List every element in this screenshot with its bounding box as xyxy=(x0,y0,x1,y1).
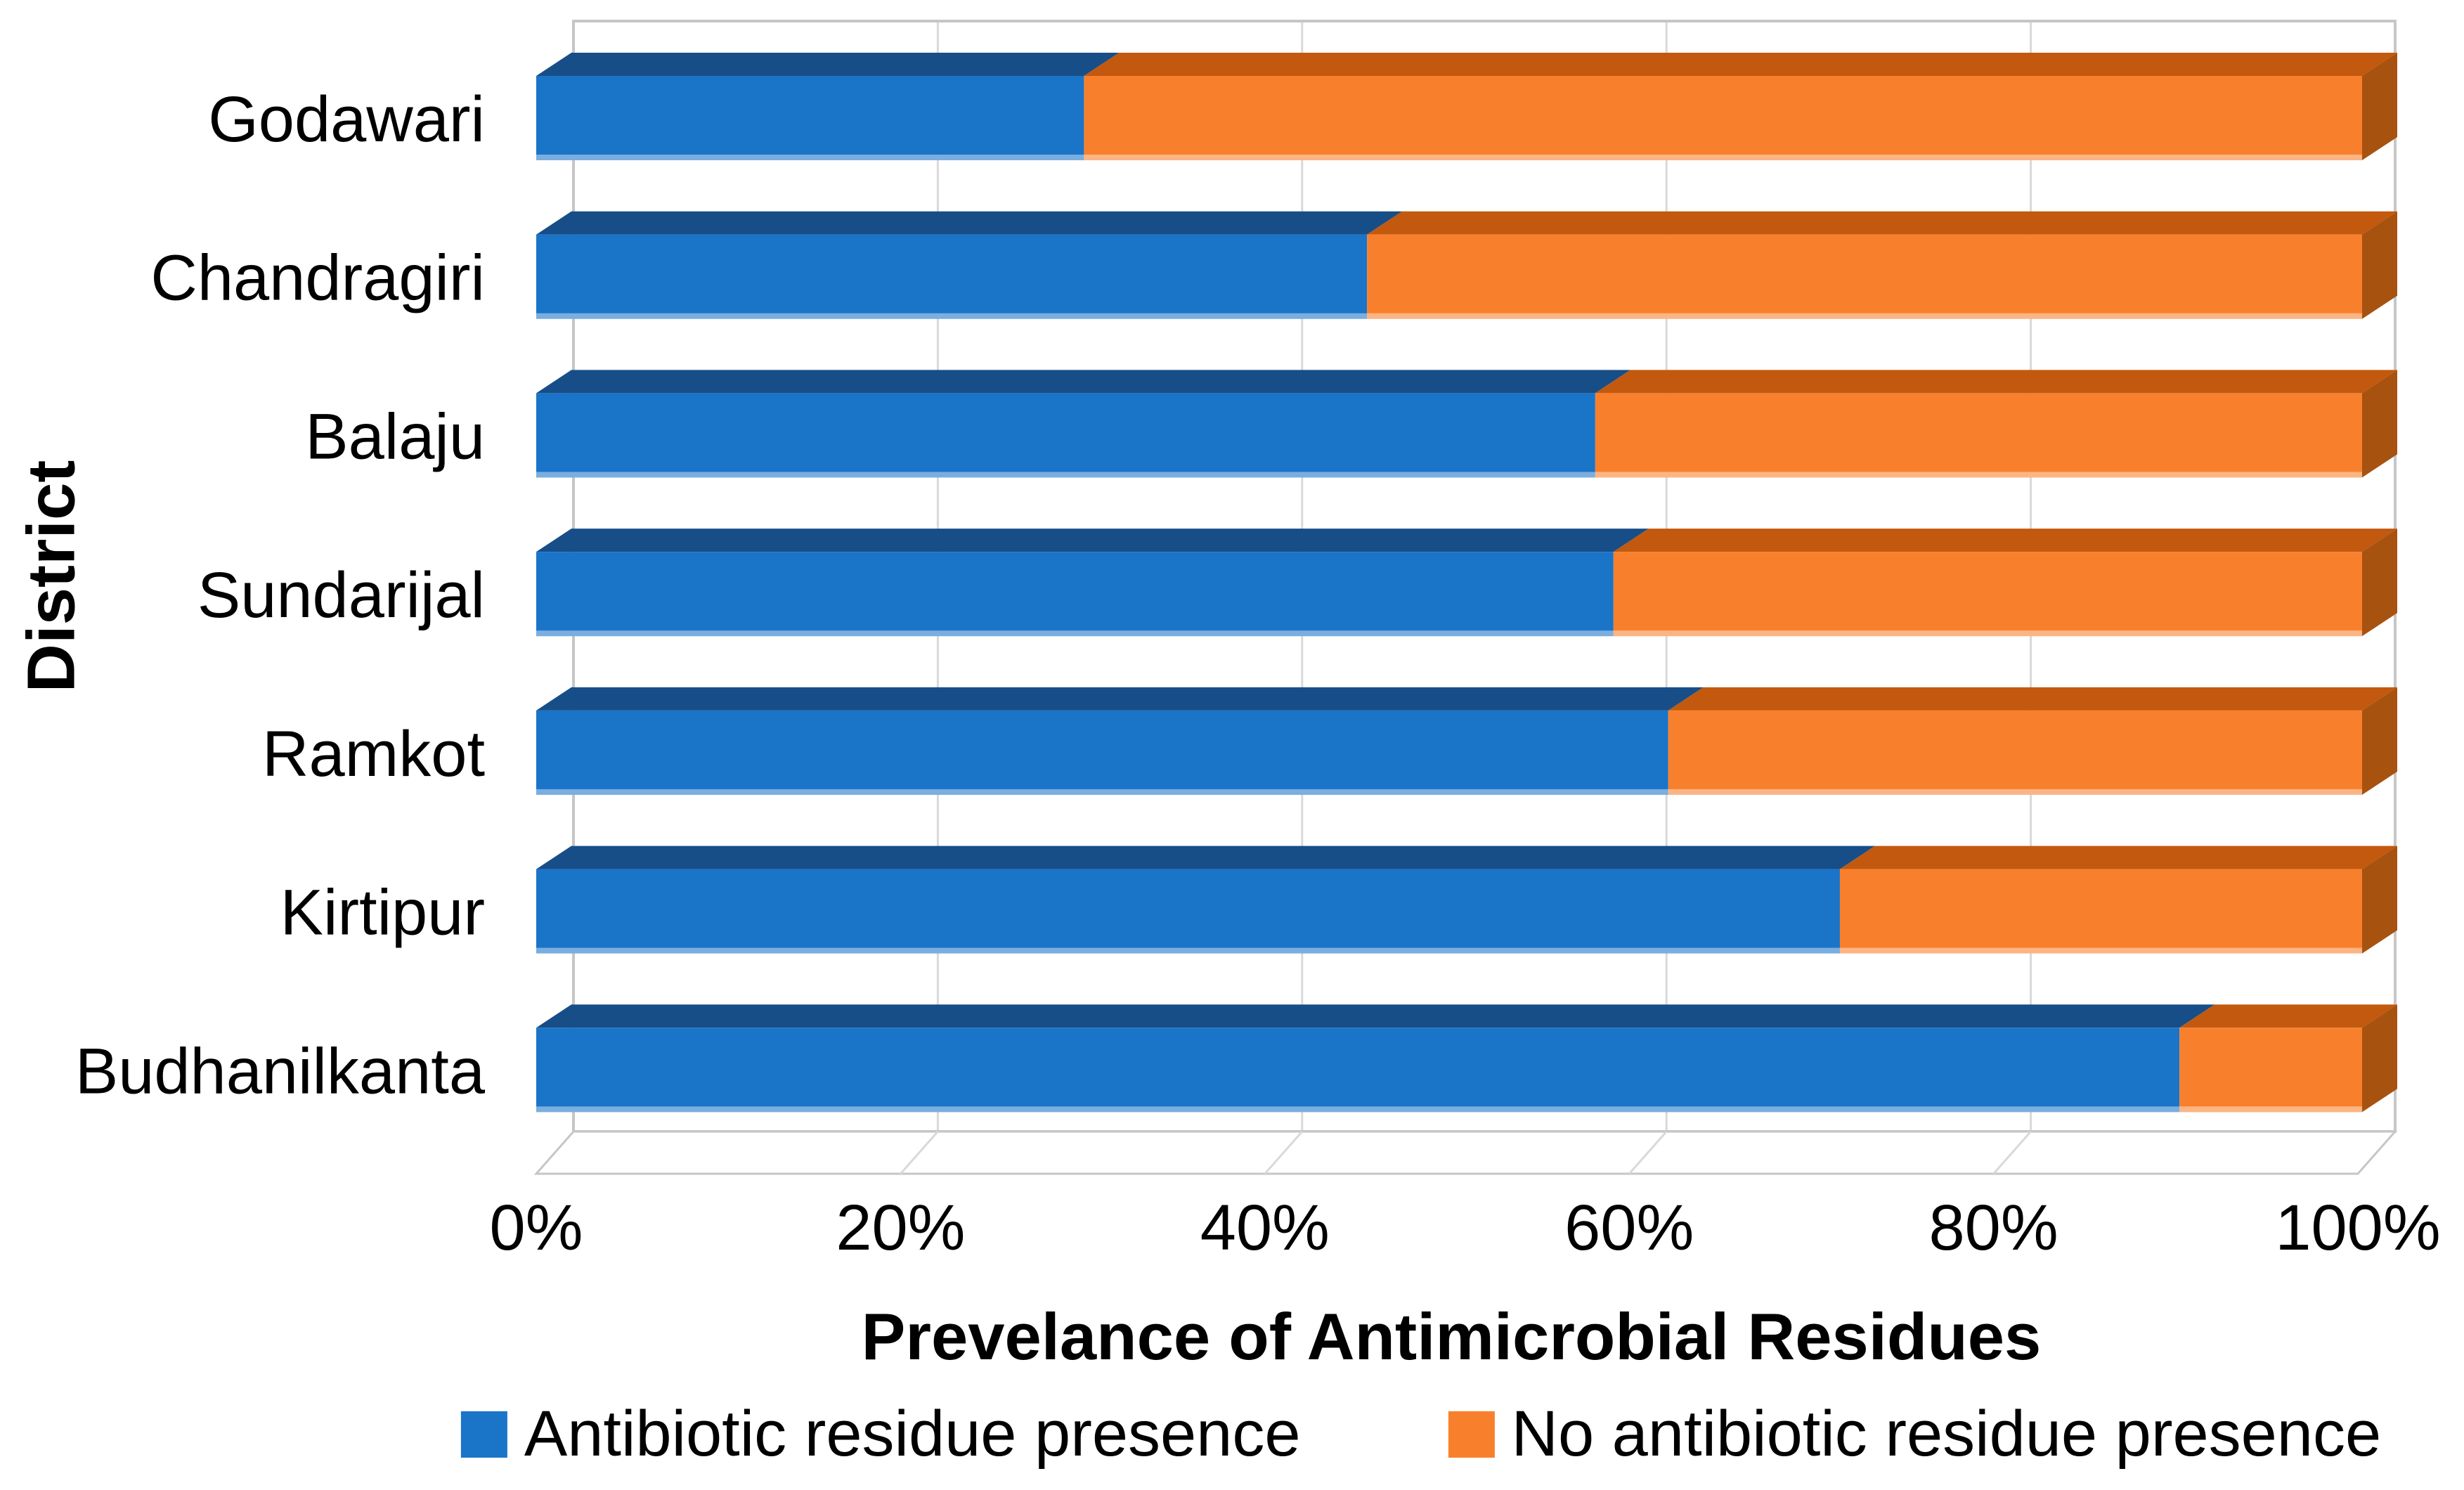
bar-end-cap xyxy=(2362,53,2397,160)
floor-gridline xyxy=(1264,1131,1303,1174)
bar-segment-no-antibiotic-residue xyxy=(1668,710,2362,795)
bar-top-face-orange xyxy=(1595,370,2397,394)
y-axis-title-text: District xyxy=(13,460,89,693)
bar-bottom-bevel xyxy=(536,1106,2362,1113)
bar-segment-no-antibiotic-residue xyxy=(1595,393,2362,478)
bar-top-face-blue xyxy=(536,529,1649,552)
legend-marker-antibiotic-residue-icon xyxy=(460,1411,507,1458)
bar-top-face-blue xyxy=(536,1004,2215,1028)
bar-top-face-orange xyxy=(1367,211,2397,235)
bar-end-cap xyxy=(2362,1004,2397,1113)
bar-top-face-blue xyxy=(536,846,1875,869)
category-label: Godawari xyxy=(208,84,485,155)
bar-segment-no-antibiotic-residue xyxy=(2179,1028,2362,1113)
bar-bottom-bevel xyxy=(536,313,2362,319)
x-tick-label: 80% xyxy=(1929,1192,2058,1264)
bar-end-cap xyxy=(2362,370,2397,478)
category-label: Sundarijal xyxy=(197,559,485,631)
bar-top-face-orange xyxy=(2179,1004,2397,1028)
bar-segment-antibiotic-residue xyxy=(536,76,1084,160)
category-label: Chandragiri xyxy=(150,242,485,314)
bar-bottom-bevel xyxy=(536,630,2362,637)
bar-segment-antibiotic-residue xyxy=(536,393,1595,478)
bar-segment-antibiotic-residue xyxy=(536,710,1668,795)
x-tick-label: 60% xyxy=(1564,1192,1694,1264)
plot-floor xyxy=(533,1130,2398,1175)
bar-segment-antibiotic-residue xyxy=(536,552,1614,637)
bar-top-face-blue xyxy=(536,211,1403,235)
floor-gridline xyxy=(1992,1131,2032,1174)
bar-segment-no-antibiotic-residue xyxy=(1084,76,2362,160)
bar-segment-antibiotic-residue xyxy=(536,869,1840,954)
bar-segment-antibiotic-residue xyxy=(536,234,1368,319)
bar-end-cap xyxy=(2362,846,2397,954)
bar-top-face-orange xyxy=(1839,846,2397,869)
y-axis-title: District xyxy=(6,21,97,1132)
category-label: Balaju xyxy=(305,401,485,472)
bar-bottom-bevel xyxy=(536,947,2362,954)
bar-end-cap xyxy=(2362,687,2397,795)
bar-top-face-blue xyxy=(536,53,1120,76)
bar-top-face-blue xyxy=(536,370,1630,394)
legend-item-antibiotic-residue: Antibiotic residue presence xyxy=(460,1397,1301,1471)
x-tick-label: 0% xyxy=(490,1192,583,1264)
bar-top-face-orange xyxy=(1668,687,2397,711)
bar-top-face-blue xyxy=(536,687,1704,711)
category-label: Kirtipur xyxy=(280,877,485,949)
legend-label-antibiotic-residue: Antibiotic residue presence xyxy=(524,1398,1301,1470)
bar-segment-no-antibiotic-residue xyxy=(1839,869,2362,954)
bar-end-cap xyxy=(2362,529,2397,637)
floor-gridline xyxy=(900,1131,939,1174)
x-tick-label: 20% xyxy=(836,1192,965,1264)
bar-top-face-orange xyxy=(1613,529,2397,552)
legend-marker-no-antibiotic-residue-icon xyxy=(1448,1411,1495,1458)
floor-gridline xyxy=(1628,1131,1668,1174)
x-tick-label: 100% xyxy=(2275,1192,2440,1264)
bar-bottom-bevel xyxy=(536,789,2362,795)
legend-label-no-antibiotic-residue: No antibiotic residue presence xyxy=(1511,1398,2382,1470)
legend-item-no-antibiotic-residue: No antibiotic residue presence xyxy=(1448,1397,2382,1471)
bar-segment-no-antibiotic-residue xyxy=(1367,234,2362,319)
x-tick-label: 40% xyxy=(1200,1192,1330,1264)
x-axis-title: Prevelance of Antimicrobial Residues xyxy=(861,1300,2042,1373)
bar-bottom-bevel xyxy=(536,472,2362,478)
bar-end-cap xyxy=(2362,211,2397,319)
bar-segment-antibiotic-residue xyxy=(536,1028,2180,1113)
legend: Antibiotic residue presence No antibioti… xyxy=(460,1397,2382,1471)
category-label: Budhanilkanta xyxy=(75,1035,486,1107)
bar-bottom-bevel xyxy=(536,155,2362,160)
category-label: Ramkot xyxy=(262,718,485,790)
bar-top-face-orange xyxy=(1084,53,2397,76)
bar-segment-no-antibiotic-residue xyxy=(1613,552,2362,637)
